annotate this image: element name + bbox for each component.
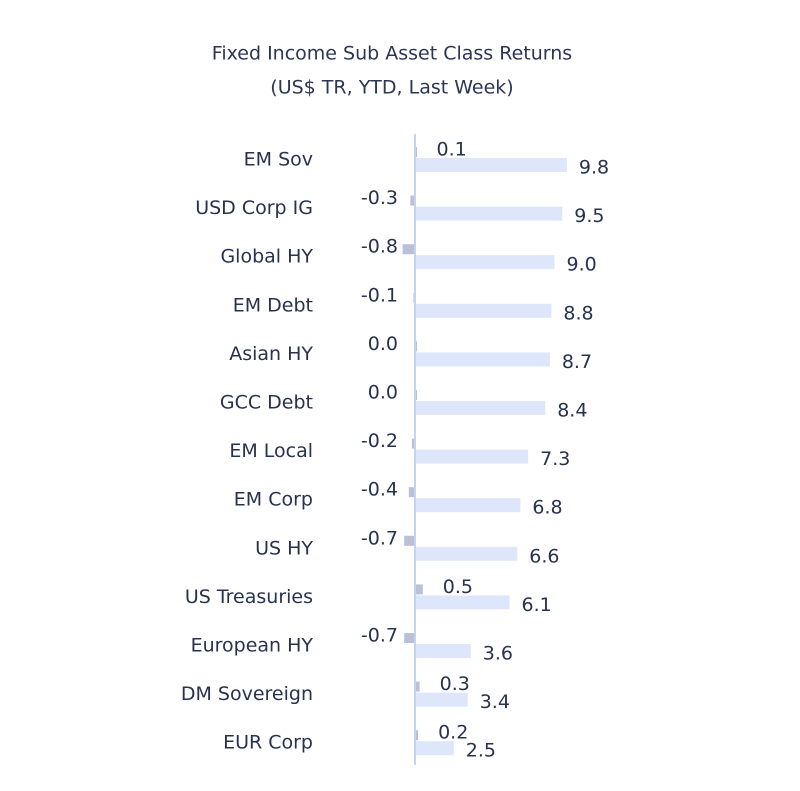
bar [408, 487, 415, 498]
value-label: 8.7 [562, 351, 592, 373]
bar [404, 633, 415, 643]
category-label: US Treasuries [185, 586, 313, 608]
bar [410, 195, 415, 206]
bar [411, 438, 415, 449]
value-label: -0.7 [361, 625, 398, 647]
bar [415, 681, 420, 692]
bar [415, 352, 550, 367]
category-label: EM Local [229, 440, 313, 462]
category-label: USD Corp IG [195, 197, 313, 219]
bar [415, 692, 468, 707]
bar [415, 158, 567, 172]
bar [415, 206, 563, 221]
bar [415, 546, 518, 561]
category-label: EM Debt [233, 294, 313, 316]
value-label: 0.1 [437, 139, 467, 161]
value-label: 9.8 [579, 157, 609, 179]
value-label: 8.8 [563, 302, 593, 324]
value-label: -0.3 [361, 187, 398, 209]
bar [415, 401, 546, 415]
value-label: 3.4 [480, 691, 510, 713]
value-label: 0.0 [368, 382, 398, 404]
bar [415, 730, 419, 741]
value-label: 9.5 [574, 205, 604, 227]
category-label: EUR Corp [223, 732, 313, 754]
bar [415, 303, 552, 318]
category-label: EM Corp [234, 489, 313, 511]
value-label: 0.0 [368, 333, 398, 355]
category-label: GCC Debt [220, 392, 313, 414]
category-label: US HY [255, 537, 313, 559]
bar [404, 535, 415, 546]
bar [415, 741, 454, 756]
category-label: DM Sovereign [181, 683, 313, 705]
value-label: 6.8 [532, 497, 562, 519]
bar [415, 255, 555, 270]
value-label: 8.4 [557, 400, 587, 422]
category-label: European HY [191, 635, 314, 657]
category-label: EM Sov [244, 149, 313, 171]
value-label: 0.3 [440, 673, 470, 695]
chart-subtitle: (US$ TR, YTD, Last Week) [270, 77, 513, 99]
bar [402, 244, 415, 255]
chart-title: Fixed Income Sub Asset Class Returns [212, 43, 572, 65]
value-label: -0.2 [361, 430, 398, 452]
value-label: 6.1 [522, 594, 552, 616]
bar [415, 595, 510, 610]
value-label: -0.7 [361, 527, 398, 549]
value-label: -0.8 [361, 236, 398, 258]
bar [415, 498, 521, 513]
value-label: 7.3 [540, 448, 570, 470]
value-label: 9.0 [567, 254, 597, 276]
value-label: -0.1 [361, 284, 398, 306]
value-label: 2.5 [466, 740, 496, 762]
bar [415, 584, 423, 595]
value-label: 0.2 [438, 722, 468, 744]
bar [415, 644, 471, 658]
bar [415, 449, 529, 464]
value-label: -0.4 [361, 479, 398, 501]
value-label: 0.5 [443, 576, 473, 598]
category-label: Global HY [220, 246, 313, 268]
value-label: 6.6 [529, 545, 559, 567]
value-label: 3.6 [483, 643, 513, 665]
category-label: Asian HY [229, 343, 313, 365]
